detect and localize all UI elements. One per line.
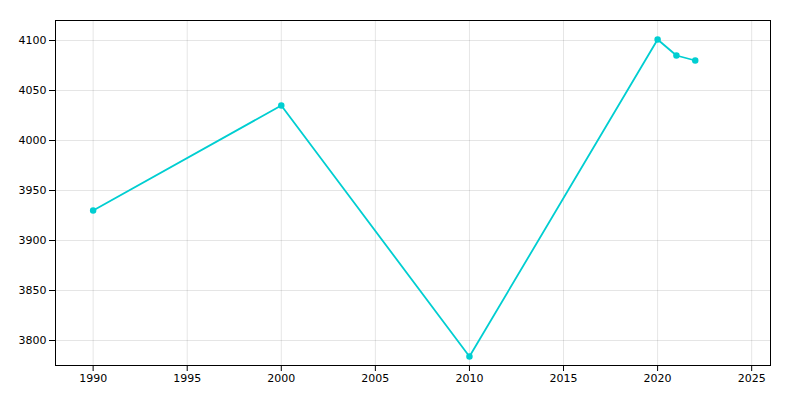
- svg-text:4050: 4050: [19, 84, 47, 97]
- svg-text:3900: 3900: [19, 234, 47, 247]
- svg-text:2020: 2020: [644, 372, 672, 385]
- svg-text:2015: 2015: [550, 372, 578, 385]
- svg-text:4000: 4000: [19, 134, 47, 147]
- svg-text:1995: 1995: [173, 372, 201, 385]
- svg-text:4100: 4100: [19, 34, 47, 47]
- svg-text:2025: 2025: [738, 372, 766, 385]
- svg-text:3850: 3850: [19, 284, 47, 297]
- svg-text:2010: 2010: [455, 372, 483, 385]
- svg-text:3950: 3950: [19, 184, 47, 197]
- svg-text:3800: 3800: [19, 334, 47, 347]
- svg-text:2000: 2000: [267, 372, 295, 385]
- svg-text:1990: 1990: [79, 372, 107, 385]
- svg-text:2005: 2005: [361, 372, 389, 385]
